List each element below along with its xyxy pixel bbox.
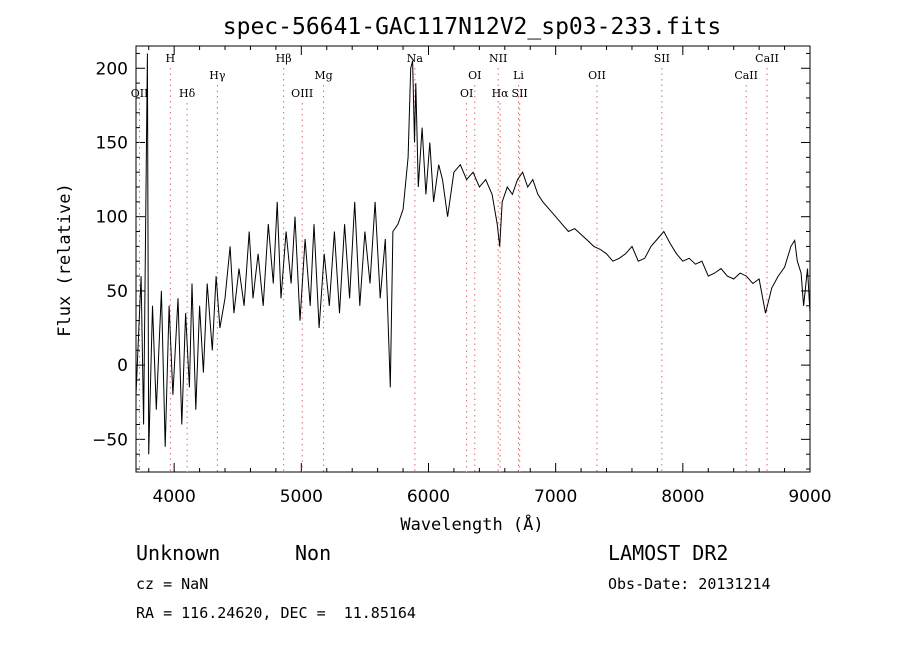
spectral-subclass: Non [295,541,332,565]
spectrum-line [135,53,811,455]
line-label: OIII [291,87,313,100]
line-label: SII [512,87,528,100]
coordinates: RA = 116.24620, DEC = 11.85164 [136,604,416,622]
line-label: CaII [734,69,758,82]
y-tick-label: −50 [92,430,128,450]
line-label: Na [407,52,424,65]
line-label: CaII [755,52,779,65]
obs-date: Obs-Date: 20131214 [608,575,771,593]
line-label: Mg [314,69,332,82]
x-tick-label: 8000 [661,487,704,507]
line-label: Hδ [179,87,196,100]
x-tick-label: 9000 [788,487,831,507]
line-label: OI [460,87,473,100]
y-tick-label: 100 [96,208,128,228]
chart-title: spec-56641-GAC117N12V2_sp03-233.fits [223,14,722,40]
plot-frame [135,45,811,473]
x-tick-label: 5000 [280,487,323,507]
cz-value: cz = NaN [136,575,209,593]
spectral-class: Unknown [136,541,221,565]
line-label: OII [588,69,606,82]
survey-label: LAMOST DR2 [608,541,729,565]
line-label: SII [654,52,670,65]
y-tick-label: 0 [117,356,128,376]
line-label: Hα [492,87,510,100]
line-label: NII [489,52,507,65]
spectrum-series [135,53,811,455]
x-tick-label: 4000 [153,487,196,507]
y-tick-label: 150 [96,133,128,153]
x-axis-label: Wavelength (Å) [400,513,543,535]
y-tick-label: 200 [96,59,128,79]
x-tick-label: 6000 [407,487,450,507]
x-tick-label: 7000 [534,487,577,507]
line-label: Li [513,69,524,82]
line-label: H [166,52,176,65]
y-axis-label: Flux (relative) [55,183,75,337]
line-label: Hγ [209,69,226,82]
plot-axes: 4000 5000 6000 7000 8000 9000 −50 0 50 100 150 200 [92,45,832,507]
line-label: OII [131,87,149,100]
line-label: Hβ [276,52,292,65]
line-label: OI [468,69,481,82]
y-tick-label: 50 [106,282,128,302]
